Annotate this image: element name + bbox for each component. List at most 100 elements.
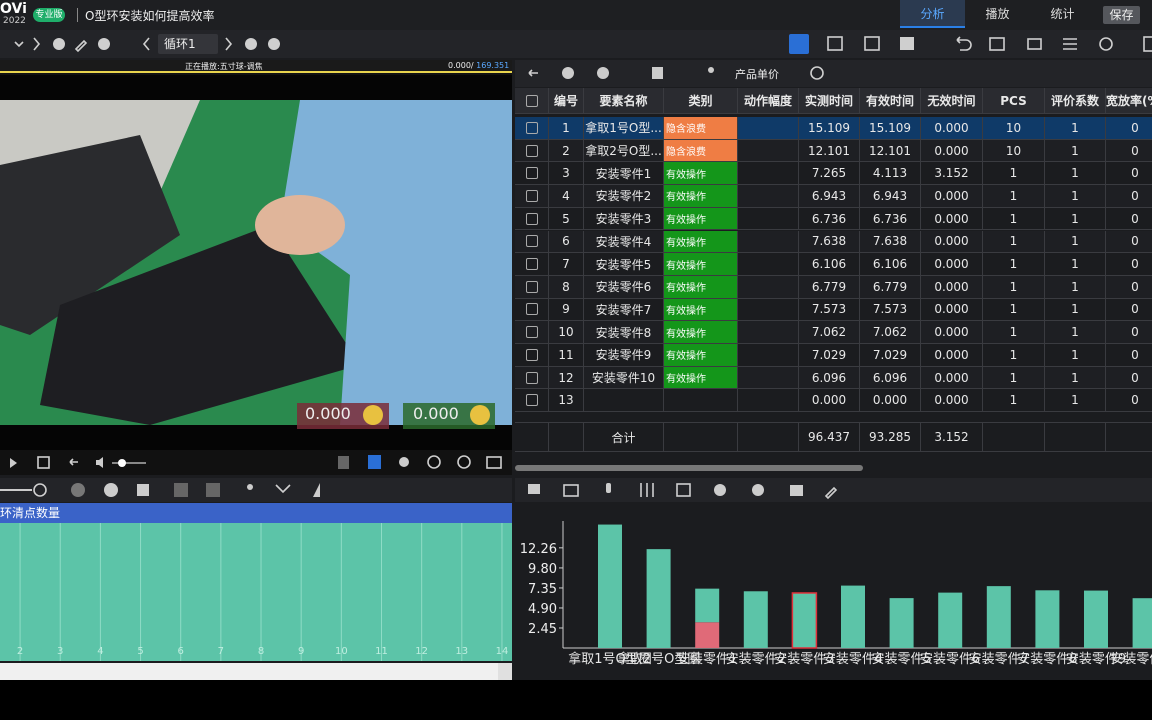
row-checkbox[interactable]: [525, 144, 538, 157]
layout-2[interactable]: [827, 36, 843, 51]
table-cell[interactable]: 1: [1045, 275, 1106, 299]
category-cell[interactable]: 有效操作: [664, 162, 738, 186]
table-cell[interactable]: 12.101: [799, 139, 860, 163]
next-cycle[interactable]: [225, 37, 233, 51]
table-cell[interactable]: 0.000: [921, 298, 983, 322]
row-checkbox[interactable]: [525, 280, 538, 293]
undo-icon[interactable]: [956, 36, 972, 51]
table-cell[interactable]: 0.000: [921, 139, 983, 163]
category-cell[interactable]: 有效操作: [664, 207, 738, 231]
table-cell[interactable]: 6.736: [860, 207, 921, 231]
table-cell[interactable]: 0.000: [921, 275, 983, 299]
category-cell[interactable]: 有效操作: [664, 344, 738, 367]
add[interactable]: [71, 483, 85, 497]
table-cell[interactable]: 1: [1045, 344, 1106, 367]
mirror[interactable]: [313, 483, 320, 497]
table-cell[interactable]: 0: [1106, 389, 1152, 413]
category-cell[interactable]: 有效操作: [664, 298, 738, 322]
table-cell[interactable]: 0.000: [860, 389, 921, 413]
table-cell[interactable]: 安装零件1: [584, 162, 664, 186]
table-cell[interactable]: 9: [549, 298, 584, 322]
row-checkbox[interactable]: [525, 394, 538, 407]
table-cell[interactable]: 拿取2号O型...: [584, 139, 664, 163]
zoom-in[interactable]: [33, 483, 47, 497]
merge[interactable]: [174, 483, 188, 497]
table-cell[interactable]: 3.152: [921, 162, 983, 186]
table-cell[interactable]: 7.573: [799, 298, 860, 322]
table-cell[interactable]: 安装零件7: [584, 298, 664, 322]
category-cell[interactable]: 有效操作: [664, 321, 738, 344]
table-cell[interactable]: 1: [983, 389, 1045, 413]
table-cell[interactable]: 0.000: [921, 321, 983, 344]
volume-knob[interactable]: [118, 459, 126, 467]
table-cell[interactable]: 0: [1106, 185, 1152, 208]
table-cell[interactable]: 2: [549, 139, 584, 163]
row-checkbox[interactable]: [525, 326, 538, 339]
tab[interactable]: 播放: [985, 7, 1010, 21]
edit-icon[interactable]: [74, 39, 88, 53]
table-cell[interactable]: [738, 162, 799, 186]
table-cell[interactable]: 0: [1106, 253, 1152, 276]
category-cell[interactable]: 有效操作: [664, 185, 738, 208]
table-cell[interactable]: 6.106: [799, 253, 860, 276]
remove-cycle[interactable]: [268, 38, 280, 50]
table-cell[interactable]: 7.573: [860, 298, 921, 322]
table-cell[interactable]: 8: [549, 275, 584, 299]
table-cell[interactable]: 7.638: [799, 230, 860, 254]
delete[interactable]: [137, 484, 149, 496]
back-button[interactable]: [69, 458, 78, 466]
scroll-arrow[interactable]: [498, 663, 512, 680]
table-cell[interactable]: 1: [1045, 253, 1106, 276]
delete-row[interactable]: [652, 67, 663, 79]
table-cell[interactable]: 1: [1045, 207, 1106, 231]
bar-segment[interactable]: [695, 622, 720, 648]
row-checkbox[interactable]: [525, 235, 538, 248]
table-cell[interactable]: 0: [1106, 162, 1152, 186]
donut[interactable]: [752, 484, 764, 496]
remove[interactable]: [104, 483, 118, 497]
table-cell[interactable]: 安装零件6: [584, 275, 664, 299]
table-scrollbar[interactable]: [515, 465, 863, 471]
table-cell[interactable]: 15.109: [860, 117, 921, 140]
zoom-button[interactable]: [427, 455, 441, 469]
bar-segment[interactable]: [938, 592, 963, 648]
bar-segment[interactable]: [695, 588, 720, 623]
table-cell[interactable]: 7.062: [860, 321, 921, 344]
table-cell[interactable]: 1: [1045, 117, 1106, 140]
table-cell[interactable]: 1: [983, 230, 1045, 254]
add-row[interactable]: [562, 67, 574, 79]
bar-chart[interactable]: [676, 483, 691, 497]
table-cell[interactable]: 拿取1号O型...: [584, 117, 664, 140]
table-cell[interactable]: 0: [1106, 366, 1152, 390]
table-cell[interactable]: [738, 298, 799, 322]
row-checkbox[interactable]: [525, 258, 538, 271]
table-cell[interactable]: 安装零件2: [584, 185, 664, 208]
table-cell[interactable]: 1: [983, 298, 1045, 322]
table-cell[interactable]: 6.943: [799, 185, 860, 208]
table-cell[interactable]: [738, 253, 799, 276]
operator[interactable]: [708, 67, 714, 73]
camera[interactable]: [563, 484, 579, 497]
frame-button[interactable]: [37, 456, 50, 469]
category-cell[interactable]: 隐含浪费: [664, 117, 738, 140]
table-cell[interactable]: 1: [983, 366, 1045, 390]
table-cell[interactable]: 0.000: [921, 207, 983, 231]
bar-segment[interactable]: [1035, 590, 1060, 648]
tab[interactable]: 分析: [900, 0, 965, 28]
row-checkbox[interactable]: [525, 212, 538, 225]
layout-3[interactable]: [864, 36, 880, 51]
table-cell[interactable]: 0: [1106, 275, 1152, 299]
table-cell[interactable]: 15.109: [799, 117, 860, 140]
doc-button[interactable]: [338, 456, 349, 469]
table-cell[interactable]: 6.096: [799, 366, 860, 390]
table-cell[interactable]: 13: [549, 389, 584, 413]
remove-row[interactable]: [597, 67, 609, 79]
export[interactable]: [790, 485, 803, 496]
row-checkbox[interactable]: [525, 189, 538, 202]
undo[interactable]: [528, 69, 538, 77]
mic-button[interactable]: [399, 457, 409, 467]
table-cell[interactable]: 1: [983, 275, 1045, 299]
table-cell[interactable]: 1: [1045, 321, 1106, 344]
table-cell[interactable]: 7.029: [799, 344, 860, 367]
table-cell[interactable]: 1: [983, 185, 1045, 208]
